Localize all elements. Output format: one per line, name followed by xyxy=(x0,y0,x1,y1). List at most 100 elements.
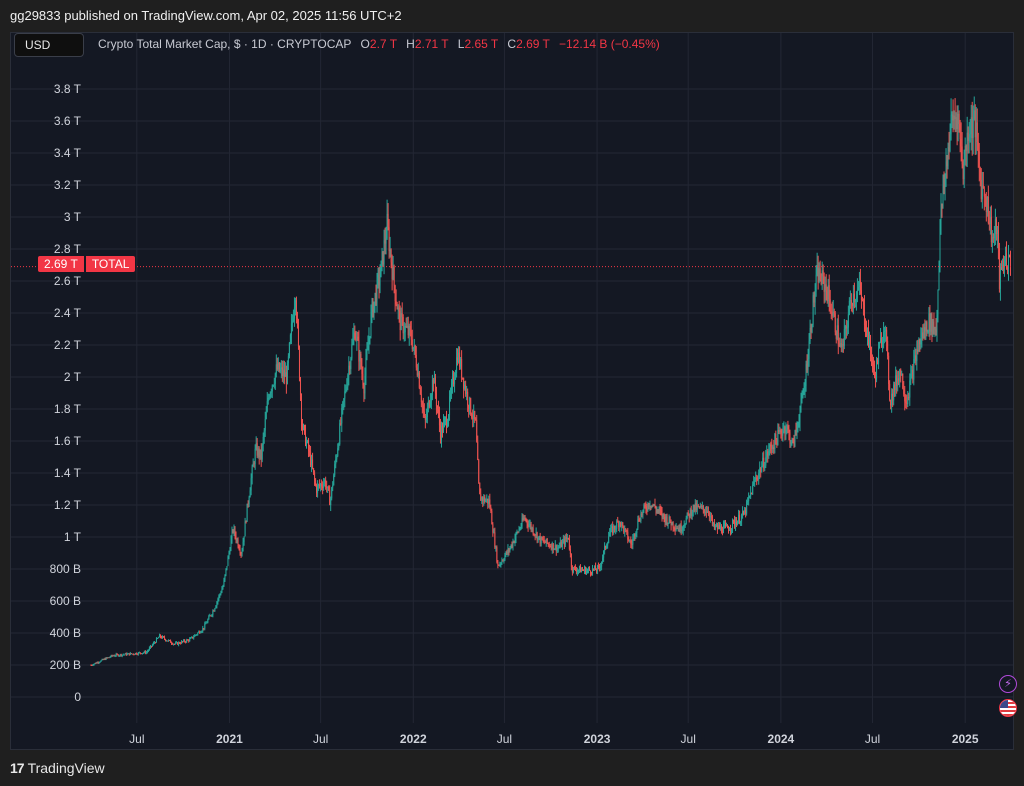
candle-body xyxy=(424,415,426,420)
candle-body xyxy=(802,394,804,396)
candle-body xyxy=(920,338,922,345)
candle-body xyxy=(611,526,613,529)
candle-body xyxy=(665,516,667,523)
candle-body xyxy=(426,407,428,418)
candle-body xyxy=(227,556,229,566)
candle-body xyxy=(173,643,175,645)
candle-body xyxy=(584,567,586,574)
candle-body xyxy=(693,504,695,511)
candle-body xyxy=(167,640,169,642)
candle-body xyxy=(842,343,844,346)
candle-body xyxy=(324,479,326,484)
candle-body xyxy=(764,465,766,469)
candle-body xyxy=(590,570,592,574)
candle-body xyxy=(901,373,903,376)
candle-body xyxy=(919,338,921,345)
candle-body xyxy=(114,655,116,657)
candle-body xyxy=(785,429,787,433)
candle-body xyxy=(232,530,234,532)
candle-body xyxy=(775,434,777,440)
candle-body xyxy=(445,417,447,420)
candle-body xyxy=(617,521,619,523)
candle-body xyxy=(505,551,507,556)
candle-body xyxy=(944,174,946,189)
candle-body xyxy=(475,418,477,421)
candle-body xyxy=(278,362,280,372)
candle-body xyxy=(216,601,218,606)
candle-body xyxy=(698,506,700,508)
candle-body xyxy=(876,359,878,380)
candle-body xyxy=(500,563,502,565)
currency-button[interactable]: USD xyxy=(14,33,84,57)
candle-body xyxy=(788,429,790,433)
candle-body xyxy=(184,640,186,642)
lightning-icon[interactable]: ⚡ xyxy=(999,675,1017,693)
candle-body xyxy=(318,484,320,486)
candle-body xyxy=(672,521,674,528)
candle-body xyxy=(776,439,778,446)
candle-body xyxy=(465,384,467,394)
candle-body xyxy=(931,313,933,335)
candle-body xyxy=(536,532,538,541)
candle-body xyxy=(755,477,757,481)
candle-body xyxy=(548,543,550,547)
candle-body xyxy=(203,627,205,629)
candle-body xyxy=(391,262,393,280)
candle-body xyxy=(523,517,525,521)
candle-body xyxy=(977,142,979,152)
candle-body xyxy=(188,639,190,642)
candle-body xyxy=(743,511,745,515)
candle-body xyxy=(971,117,973,139)
candle-body xyxy=(463,377,465,389)
candle-body xyxy=(954,115,956,120)
candle-body xyxy=(701,505,703,507)
candle-body xyxy=(828,285,830,300)
candle-body xyxy=(437,409,439,413)
y-tick-label: 2 T xyxy=(64,370,82,384)
candle-body xyxy=(679,525,681,532)
candle-body xyxy=(530,523,532,530)
candle-body xyxy=(860,290,862,301)
chart-frame[interactable]: 0 200 B 400 B 600 B 800 B 1 T 1.2 T 1.4 T 1.6 T 1… xyxy=(10,32,1014,750)
candle-body xyxy=(821,270,823,284)
candle-body xyxy=(266,401,268,412)
candle-body xyxy=(893,384,895,401)
candle-body xyxy=(820,280,822,284)
candle-body xyxy=(880,337,882,343)
candle-body xyxy=(251,466,253,479)
candle-body xyxy=(939,223,941,264)
candle-body xyxy=(728,528,730,531)
candle-body xyxy=(696,505,698,511)
candle-body xyxy=(228,552,230,557)
candle-body xyxy=(154,642,156,644)
candle-body xyxy=(158,634,160,638)
candle-body xyxy=(464,384,466,389)
candle-body xyxy=(647,503,649,510)
candle-body xyxy=(273,383,275,386)
candle-body xyxy=(219,594,221,596)
candle-body xyxy=(986,196,988,213)
price-chart[interactable]: 0 200 B 400 B 600 B 800 B 1 T 1.2 T 1.4 T 1.6 T 1… xyxy=(11,33,1013,749)
candle-body xyxy=(186,639,188,643)
candle-body xyxy=(552,543,554,550)
candle-body xyxy=(677,528,679,530)
candle-body xyxy=(887,341,889,356)
candle-body xyxy=(829,299,831,312)
candle-body xyxy=(1000,266,1002,270)
candle-body xyxy=(256,443,258,456)
candle-body xyxy=(213,610,215,612)
candle-body xyxy=(517,531,519,533)
candle-body xyxy=(454,379,456,385)
candle-body xyxy=(375,293,377,304)
candle-body xyxy=(773,447,775,449)
candle-body xyxy=(357,336,359,341)
us-flag-icon[interactable] xyxy=(999,699,1017,717)
y-tick-label: 1.8 T xyxy=(54,402,82,416)
candle-body xyxy=(119,654,121,656)
candle-body xyxy=(636,528,638,533)
candle-body xyxy=(269,392,271,398)
candle-body xyxy=(567,537,569,540)
candle-body xyxy=(926,322,928,332)
candle-body xyxy=(984,196,986,198)
candle-body xyxy=(729,529,731,531)
